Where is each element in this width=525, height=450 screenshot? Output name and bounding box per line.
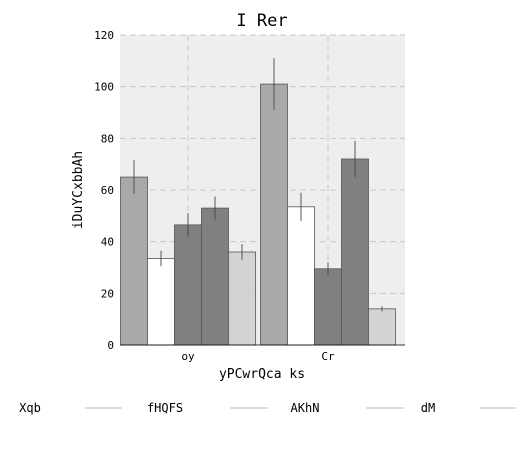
bar	[315, 269, 342, 345]
legend-label: fHQFS	[147, 401, 183, 415]
y-axis-ticks: 0 20 40 60 80 100 120	[94, 29, 114, 352]
legend-label: dM	[421, 401, 435, 415]
bar	[369, 309, 396, 345]
bar	[261, 84, 288, 345]
y-tick-label: 80	[101, 132, 114, 145]
bar	[229, 252, 256, 345]
x-axis-ticks: oy Cr	[181, 350, 335, 363]
legend-label: Xqb	[19, 401, 41, 415]
y-axis-label: iDuYCxbbAh	[71, 151, 86, 229]
y-tick-label: 0	[107, 339, 114, 352]
bar	[342, 159, 369, 345]
chart-title: I Rer	[236, 11, 287, 31]
y-tick-label: 120	[94, 29, 114, 42]
legend-label: AKhN	[291, 401, 320, 415]
bar	[175, 225, 202, 345]
x-tick-label: oy	[181, 350, 195, 363]
bar	[288, 207, 315, 345]
y-tick-label: 20	[101, 287, 114, 300]
y-tick-label: 60	[101, 184, 114, 197]
bar	[202, 208, 229, 345]
bar	[148, 258, 175, 345]
y-tick-label: 100	[94, 81, 114, 94]
bar	[121, 177, 148, 345]
legend: Xqb fHQFS AKhN dM	[19, 401, 516, 415]
y-tick-label: 40	[101, 236, 114, 249]
x-tick-label: Cr	[321, 350, 335, 363]
x-axis-label: yPCwrQca ks	[219, 367, 305, 382]
